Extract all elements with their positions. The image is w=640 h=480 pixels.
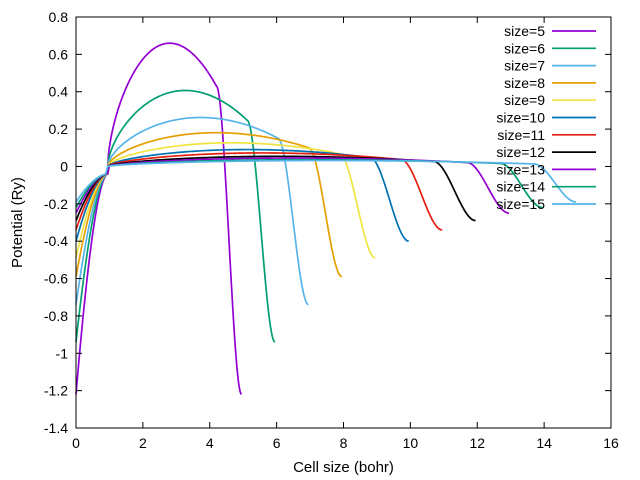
series-line-size-7 <box>75 116 309 306</box>
x-tick-label: 2 <box>139 435 147 451</box>
legend-entry-label: size=9 <box>504 92 545 108</box>
legend: size=5size=6size=7size=8size=9size=10siz… <box>496 23 596 212</box>
series-line-size-6 <box>75 89 276 343</box>
legend-entry-label: size=13 <box>496 161 545 177</box>
series-line-size-12 <box>75 155 476 222</box>
legend-entry-label: size=12 <box>496 144 545 160</box>
series-line-size-14 <box>75 158 543 209</box>
legend-entry-label: size=10 <box>496 110 545 126</box>
x-axis-label: Cell size (bohr) <box>293 459 394 476</box>
x-tick-label: 6 <box>273 435 281 451</box>
x-tick-label: 12 <box>469 435 485 451</box>
x-tick-label: 4 <box>206 435 214 451</box>
legend-entry-label: size=14 <box>496 179 545 195</box>
series-line-size-15 <box>75 159 577 203</box>
y-tick-label: -0.2 <box>44 196 68 212</box>
y-tick-label: -0.6 <box>44 271 68 287</box>
y-tick-label: 0 <box>60 158 68 174</box>
legend-entry-label: size=11 <box>497 127 545 143</box>
y-axis-label: Potential (Ry) <box>9 177 26 268</box>
series-curves <box>75 42 577 395</box>
y-tick-label: 0.2 <box>49 121 69 137</box>
legend-entry-label: size=15 <box>496 196 545 212</box>
series-line-size-9 <box>75 141 376 259</box>
series-line-size-8 <box>75 131 343 278</box>
x-tick-label: 8 <box>340 435 348 451</box>
x-tick-label: 16 <box>603 435 619 451</box>
y-tick-label: 0.6 <box>49 46 69 62</box>
y-tick-label: -1.2 <box>44 383 68 399</box>
x-tick-label: 14 <box>536 435 552 451</box>
y-tick-label: 0.8 <box>49 9 69 25</box>
y-tick-label: -1.4 <box>44 420 68 436</box>
legend-entry-label: size=6 <box>504 40 545 56</box>
y-tick-label: 0.4 <box>49 84 69 100</box>
axis-tick-labels: 0 2 4 6 8 10 12 14 16 -1.4 -1.2 -1 -0.8 -0.6 -0.4 -0.2 0… <box>44 9 619 451</box>
series-line-size-13 <box>75 157 510 214</box>
y-tick-label: -1 <box>56 345 69 361</box>
x-tick-label: 0 <box>72 435 80 451</box>
x-tick-label: 10 <box>403 435 419 451</box>
y-tick-label: -0.4 <box>44 233 68 249</box>
legend-entry-label: size=5 <box>504 23 545 39</box>
legend-entry-label: size=7 <box>504 58 545 74</box>
y-tick-label: -0.8 <box>44 308 68 324</box>
axis-ticks <box>75 16 612 429</box>
legend-entry-label: size=8 <box>504 75 545 91</box>
